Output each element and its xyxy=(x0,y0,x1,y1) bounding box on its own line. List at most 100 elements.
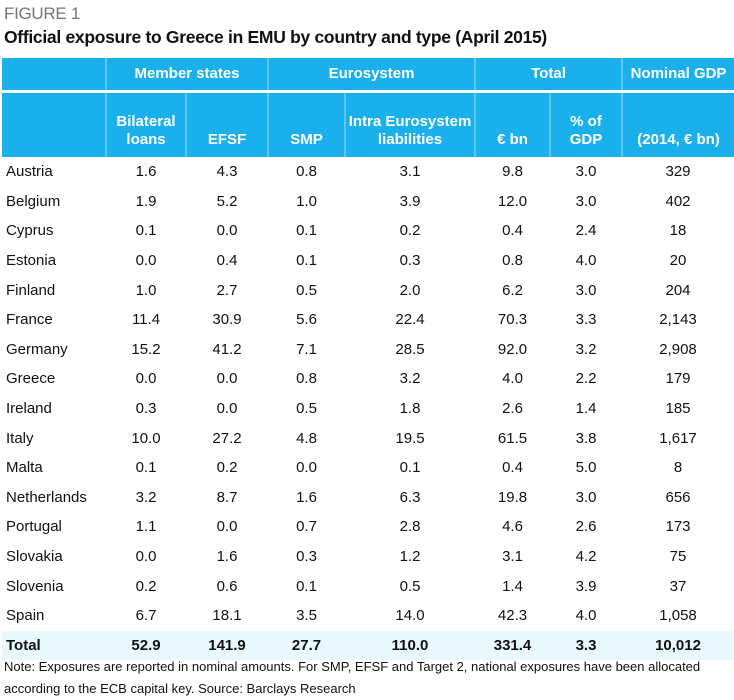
value-cell: 70.3 xyxy=(497,311,528,329)
value-cell: 173 xyxy=(665,518,691,536)
country-cell: Slovakia xyxy=(6,548,63,566)
country-cell: Belgium xyxy=(6,192,61,210)
col-bilateral-loans: Bilateral loans xyxy=(105,91,186,157)
value-cell: 27.2 xyxy=(212,429,242,447)
value-cell: 1.6 xyxy=(296,488,317,506)
value-cell: 2.6 xyxy=(575,518,597,536)
value-cell: 37 xyxy=(669,577,687,595)
subheader-blank xyxy=(2,91,106,157)
value-cell: 6.3 xyxy=(399,488,421,506)
value-cell: 3.9 xyxy=(399,192,421,210)
country-cell: Finland xyxy=(6,281,56,299)
value-cell: 4.8 xyxy=(296,429,317,447)
value-cell: 4.0 xyxy=(575,252,597,270)
value-cell: 0.1 xyxy=(135,222,157,240)
country-cell: Portugal xyxy=(6,518,62,536)
value-cell: 0.7 xyxy=(296,518,317,536)
table-row: Estonia 0.0 0.4 0.1 0.3 0.8 4.0 20 xyxy=(2,246,734,276)
value-cell: 11.4 xyxy=(131,311,161,329)
value-cell: 3.0 xyxy=(575,192,597,210)
value-cell: 0.3 xyxy=(399,252,421,270)
col-eur-bn: € bn xyxy=(474,91,551,157)
value-cell: 28.5 xyxy=(395,340,425,358)
value-cell: 5.6 xyxy=(296,311,317,329)
value-cell: 0.0 xyxy=(296,459,317,477)
value-cell: 0.2 xyxy=(216,459,238,477)
value-cell: 3.5 xyxy=(296,607,317,625)
value-cell: 3.2 xyxy=(575,340,597,358)
col-gdp-2014: (2014, € bn) xyxy=(621,91,734,157)
country-cell: Germany xyxy=(6,340,68,358)
value-cell: 0.3 xyxy=(296,548,317,566)
value-cell: 1.4 xyxy=(575,400,597,418)
value-cell: 3.3 xyxy=(550,630,623,660)
value-cell: 1.8 xyxy=(399,400,421,418)
value-cell: 6.2 xyxy=(502,281,523,299)
country-cell: France xyxy=(6,311,53,329)
value-cell: 0.2 xyxy=(399,222,421,240)
value-cell: 402 xyxy=(665,192,691,210)
value-cell: 61.5 xyxy=(497,429,528,447)
value-cell: 52.9 xyxy=(106,630,186,660)
value-cell: 0.5 xyxy=(399,577,421,595)
table-row: Malta 0.1 0.2 0.0 0.1 0.4 5.0 8 xyxy=(2,453,734,483)
header-nominal-gdp: Nominal GDP xyxy=(621,58,734,93)
value-cell: 0.1 xyxy=(399,459,421,477)
value-cell: 0.4 xyxy=(216,252,238,270)
value-cell: 0.1 xyxy=(135,459,157,477)
value-cell: 41.2 xyxy=(212,340,242,358)
footnote: Note: Exposures are reported in nominal … xyxy=(4,659,701,696)
col-intra-eurosystem: Intra Eurosystem liabilities xyxy=(344,91,476,157)
value-cell: 4.6 xyxy=(502,518,523,536)
value-cell: 331.4 xyxy=(475,630,551,660)
figure-label: FIGURE 1 xyxy=(4,4,81,23)
table-row: Slovakia 0.0 1.6 0.3 1.2 3.1 4.2 75 xyxy=(2,542,734,572)
value-cell: 7.1 xyxy=(296,340,317,358)
country-cell: Spain xyxy=(6,607,45,625)
value-cell: 4.3 xyxy=(216,163,238,181)
value-cell: 10.0 xyxy=(131,429,161,447)
value-cell: 18 xyxy=(669,222,687,240)
value-cell: 4.2 xyxy=(575,548,597,566)
country-cell: Italy xyxy=(6,429,34,447)
value-cell: 0.0 xyxy=(135,548,157,566)
country-cell: Ireland xyxy=(6,400,52,418)
table-row: Portugal 1.1 0.0 0.7 2.8 4.6 2.6 173 xyxy=(2,512,734,542)
value-cell: 14.0 xyxy=(395,607,425,625)
value-cell: 2.4 xyxy=(575,222,597,240)
table-row: Slovenia 0.2 0.6 0.1 0.5 1.4 3.9 37 xyxy=(2,571,734,601)
table-row: Germany 15.2 41.2 7.1 28.5 92.0 3.2 2,908 xyxy=(2,335,734,365)
value-cell: 1.0 xyxy=(135,281,157,299)
header-eurosystem: Eurosystem xyxy=(267,58,476,93)
value-cell: 5.2 xyxy=(216,192,238,210)
value-cell: 2.7 xyxy=(216,281,238,299)
value-cell: 18.1 xyxy=(212,607,242,625)
value-cell: 8 xyxy=(673,459,683,477)
value-cell: 0.0 xyxy=(216,400,238,418)
value-cell: 0.1 xyxy=(296,222,317,240)
value-cell: 0.2 xyxy=(135,577,157,595)
value-cell: 0.4 xyxy=(502,222,523,240)
value-cell: 6.7 xyxy=(135,607,157,625)
total-row: Total 52.9 141.9 27.7 110.0 331.4 3.3 10,012 xyxy=(2,630,734,660)
col-pct-gdp: % of GDP xyxy=(549,91,623,157)
value-cell: 0.3 xyxy=(135,400,157,418)
table-row: Cyprus 0.1 0.0 0.1 0.2 0.4 2.4 18 xyxy=(2,216,734,246)
value-cell: 1,617 xyxy=(659,429,697,447)
value-cell: 0.8 xyxy=(296,163,317,181)
table-row: Netherlands 3.2 8.7 1.6 6.3 19.8 3.0 656 xyxy=(2,483,734,513)
country-cell: Estonia xyxy=(6,252,57,270)
value-cell: 4.0 xyxy=(575,607,597,625)
value-cell: 75 xyxy=(669,548,687,566)
exposure-table: Member states Eurosystem Total Nominal G… xyxy=(2,58,734,660)
value-cell: 0.0 xyxy=(216,370,238,388)
value-cell: 3.0 xyxy=(575,281,597,299)
value-cell: 2.8 xyxy=(399,518,421,536)
value-cell: 5.0 xyxy=(575,459,597,477)
value-cell: 2.0 xyxy=(399,281,421,299)
value-cell: 1.4 xyxy=(502,577,523,595)
value-cell: 185 xyxy=(665,400,691,418)
value-cell: 204 xyxy=(665,281,691,299)
value-cell: 0.0 xyxy=(135,252,157,270)
value-cell: 27.7 xyxy=(268,630,346,660)
